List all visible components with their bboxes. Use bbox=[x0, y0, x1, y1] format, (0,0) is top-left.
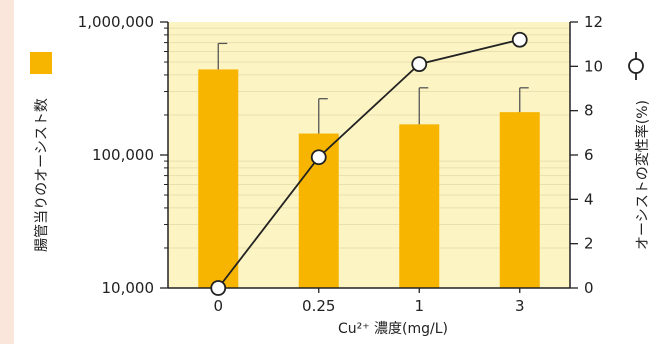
line-point bbox=[310, 149, 327, 166]
y-right-tick-label: 8 bbox=[584, 102, 594, 120]
x-tick-label: 3 bbox=[515, 297, 525, 315]
y-right-tick-label: 0 bbox=[584, 279, 594, 297]
line-series bbox=[210, 31, 528, 296]
x-axis-label: Cu²⁺ 濃度(mg/L) bbox=[338, 321, 448, 337]
y-right-tick-label: 10 bbox=[584, 57, 603, 75]
bar bbox=[499, 112, 540, 288]
y-right-tick-label: 6 bbox=[584, 146, 594, 164]
bar bbox=[198, 69, 239, 288]
tick-labels: 10,000 100,000 1,000,000 0 2 4 6 8 10 12 0 0.25 1 3 bbox=[78, 13, 603, 315]
y-right-tick-label: 12 bbox=[584, 13, 603, 31]
y-left-tick-label: 100,000 bbox=[92, 146, 154, 164]
line-point bbox=[411, 56, 428, 73]
y-left-tick-label: 1,000,000 bbox=[78, 13, 154, 31]
y-left-tick-label: 10,000 bbox=[102, 279, 155, 297]
error-bars bbox=[217, 42, 529, 134]
bar-series bbox=[198, 69, 540, 288]
line-point bbox=[210, 280, 227, 296]
x-tick-label: 0 bbox=[213, 297, 223, 315]
y-axis-right-label: オーシストの変性率(%) bbox=[634, 100, 651, 250]
legend-bar-swatch bbox=[30, 52, 52, 74]
y-right-tick-label: 4 bbox=[584, 190, 594, 208]
y-right-tick-label: 2 bbox=[584, 235, 594, 253]
legend-line-marker bbox=[628, 58, 644, 74]
bar bbox=[399, 124, 440, 288]
line-series-path bbox=[217, 38, 520, 289]
y-axis-left-label: 腸管当りのオーシスト数 bbox=[34, 98, 50, 252]
legend-line-symbol bbox=[628, 52, 644, 80]
line-point bbox=[511, 31, 528, 48]
x-tick-label: 0.25 bbox=[302, 297, 335, 315]
left-decorative-stripe bbox=[0, 0, 14, 344]
x-tick-label: 1 bbox=[414, 297, 424, 315]
